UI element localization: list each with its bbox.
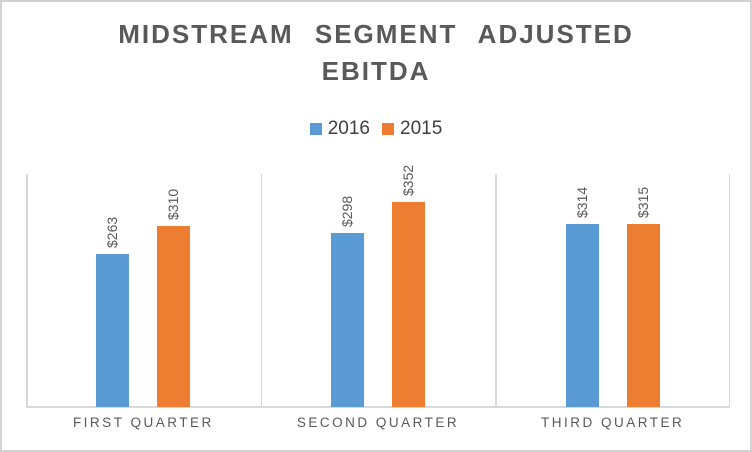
legend: 2016 2015 <box>2 118 750 140</box>
data-label-2015-second-quarter: $352 <box>400 164 416 196</box>
bar-2016-third-quarter <box>565 224 599 407</box>
bar-2015-third-quarter <box>626 223 660 407</box>
legend-swatch-2016 <box>309 123 322 135</box>
legend-item-2016: 2016 <box>309 118 370 140</box>
category-label-third-quarter: THIRD QUARTER <box>541 415 685 430</box>
legend-label-2016: 2016 <box>327 118 370 139</box>
bar-2015-second-quarter <box>392 201 425 407</box>
data-label-2015-third-quarter: $315 <box>634 186 651 218</box>
plot-area: $263 $298 $314 $310 $352 $315 <box>26 165 730 408</box>
legend-swatch-2015 <box>382 123 394 135</box>
category-label-second-quarter: SECOND QUARTER <box>296 415 460 430</box>
bar-2016-first-quarter <box>96 253 130 407</box>
category-separator-line <box>495 174 497 407</box>
data-label-2015-first-quarter: $310 <box>165 189 182 221</box>
x-axis-line <box>26 406 730 408</box>
legend-item-2015: 2015 <box>382 118 442 140</box>
bar-2016-second-quarter <box>331 233 364 407</box>
bar-2015-first-quarter <box>157 226 191 407</box>
category-axis: FIRST QUARTER SECOND QUARTER THIRD QUARTER <box>26 415 730 439</box>
category-label-first-quarter: FIRST QUARTER <box>72 415 214 430</box>
data-label-2016-first-quarter: $263 <box>104 216 121 248</box>
category-separator-line <box>26 174 28 407</box>
chart-title: MIDSTREAM SEGMENT ADJUSTED EBITDA <box>118 19 634 86</box>
category-separator-line <box>260 174 263 407</box>
legend-label-2015: 2015 <box>400 118 443 139</box>
data-label-2016-second-quarter: $298 <box>339 196 355 228</box>
data-label-2016-third-quarter: $314 <box>573 186 590 219</box>
category-separator-line <box>728 174 730 407</box>
